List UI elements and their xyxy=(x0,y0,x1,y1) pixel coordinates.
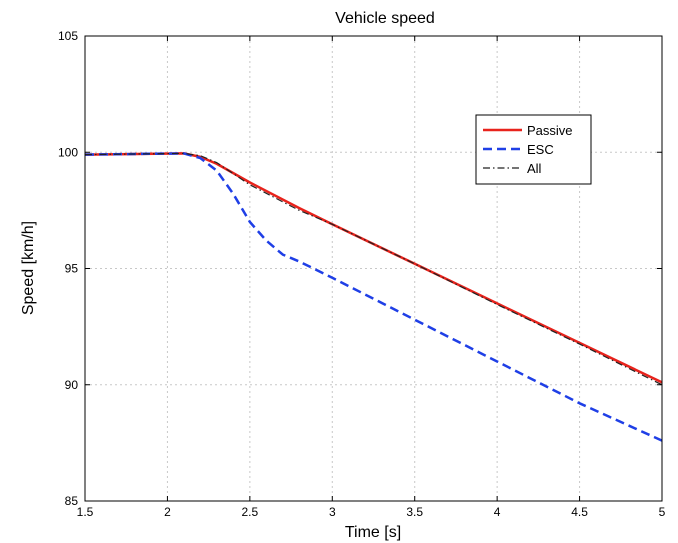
x-tick-label: 5 xyxy=(659,505,666,519)
y-tick-label: 100 xyxy=(58,145,78,159)
x-axis-label: Time [s] xyxy=(345,524,401,541)
y-tick-label: 90 xyxy=(65,378,79,392)
x-tick-label: 2.5 xyxy=(242,505,259,519)
chart-title: Vehicle speed xyxy=(335,10,435,27)
legend-box xyxy=(475,114,592,185)
x-tick-label: 2 xyxy=(164,505,171,519)
axis-ticks: 1.5 2 2.5 3 3.5 4 4.5 5 85 90 95 100 105 xyxy=(58,29,666,519)
x-tick-label: 4.5 xyxy=(571,505,588,519)
legend-label-passive: Passive xyxy=(527,123,573,138)
y-axis-label: Speed [km/h] xyxy=(20,221,37,315)
series-line-esc xyxy=(84,152,663,442)
y-tick-label: 105 xyxy=(58,29,78,43)
y-tick-label: 95 xyxy=(65,262,79,276)
series-line-passive xyxy=(84,152,663,384)
y-tick-label: 85 xyxy=(65,494,79,508)
x-tick-label: 3.5 xyxy=(406,505,423,519)
x-tick-label: 1.5 xyxy=(77,505,94,519)
x-tick-label: 3 xyxy=(329,505,336,519)
grid-lines xyxy=(85,36,662,501)
legend-label-all: All xyxy=(527,161,542,176)
x-tick-label: 4 xyxy=(494,505,501,519)
legend-label-esc: ESC xyxy=(527,142,554,157)
series-line-all xyxy=(84,152,663,386)
data-series xyxy=(84,152,663,442)
legend: Passive ESC All xyxy=(475,114,592,185)
